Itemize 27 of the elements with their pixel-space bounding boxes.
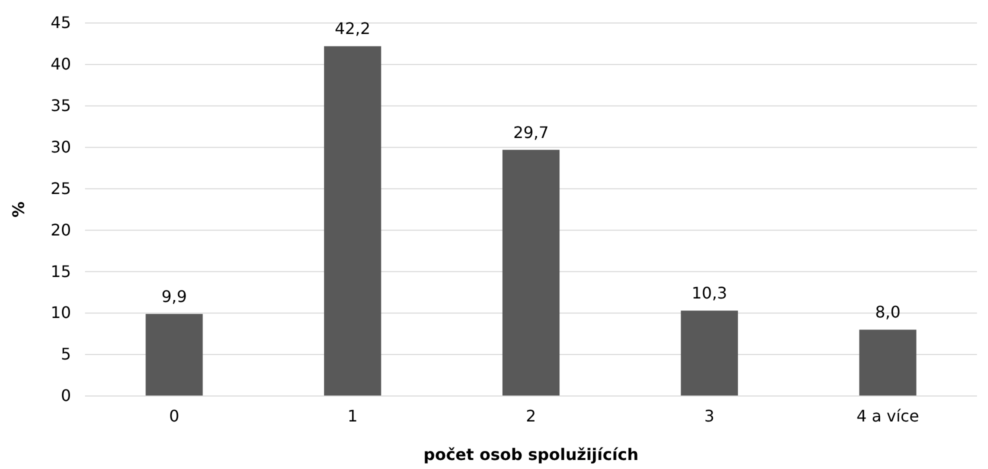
x-tick-label: 3	[704, 406, 714, 426]
y-tick-label: 5	[60, 344, 71, 364]
y-tick-label: 15	[50, 262, 71, 281]
y-tick-label: 25	[50, 178, 71, 198]
y-tick-label: 40	[50, 54, 71, 74]
bar	[146, 314, 203, 396]
x-tick-label: 2	[526, 406, 536, 426]
data-label: 9,9	[161, 286, 187, 306]
data-label: 42,2	[334, 19, 370, 38]
y-tick-label: 20	[50, 220, 71, 240]
x-tick-label: 0	[169, 406, 180, 426]
bar	[859, 330, 916, 396]
x-tick-label: 1	[348, 406, 358, 426]
y-tick-label: 0	[60, 386, 71, 406]
y-axis-title: %	[9, 201, 28, 218]
y-tick-label: 30	[50, 137, 71, 156]
bar	[680, 310, 738, 396]
bar	[502, 150, 560, 396]
data-label: 29,7	[513, 122, 549, 142]
y-tick-label: 35	[50, 96, 71, 116]
data-label: 10,3	[692, 284, 728, 303]
x-tick-label: 4 a více	[856, 406, 920, 426]
data-label: 8,0	[875, 302, 901, 322]
y-tick-label: 10	[50, 303, 71, 322]
y-tick-label: 45	[50, 13, 71, 32]
x-axis-title: počet osob spolužijících	[424, 445, 638, 464]
bar	[324, 46, 382, 396]
